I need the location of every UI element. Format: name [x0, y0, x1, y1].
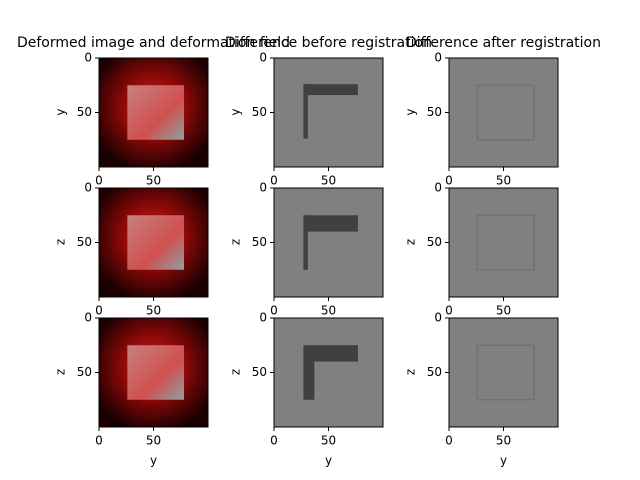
image-region: [449, 58, 558, 167]
image-region: [127, 345, 185, 400]
image-region: [449, 188, 558, 297]
y-axis-label: z: [404, 369, 418, 375]
image-region: [303, 84, 308, 139]
image-region: [303, 84, 358, 96]
x-axis-label: y: [500, 454, 507, 468]
x-axis-label: y: [325, 454, 332, 468]
x-tick-label: 0: [270, 434, 278, 448]
image-edge: [476, 344, 535, 401]
x-tick-label: 50: [496, 304, 511, 318]
axes-title: Deformed image and deformation field: [17, 35, 290, 51]
x-tick-label: 50: [146, 434, 161, 448]
image-edge: [476, 214, 535, 271]
y-tick-label: 0: [259, 311, 267, 325]
y-axis-label: z: [404, 239, 418, 245]
image-region: [303, 345, 315, 400]
x-tick-label: 0: [445, 304, 453, 318]
y-axis-label: z: [229, 239, 243, 245]
x-tick-label: 50: [321, 304, 336, 318]
x-tick-label: 50: [146, 174, 161, 188]
y-tick-label: 50: [252, 105, 267, 119]
x-axis-label: y: [150, 454, 157, 468]
y-tick-label: 0: [84, 181, 92, 195]
axes-title: Difference after registration: [406, 35, 601, 51]
y-tick-label: 0: [434, 51, 442, 65]
image-region: [274, 188, 383, 297]
image-region: [274, 318, 383, 427]
image-region: [449, 318, 558, 427]
y-tick-label: 0: [84, 51, 92, 65]
x-tick-label: 0: [445, 174, 453, 188]
y-tick-label: 50: [77, 105, 92, 119]
y-tick-label: 50: [427, 365, 442, 379]
x-tick-label: 0: [270, 174, 278, 188]
x-tick-label: 50: [321, 174, 336, 188]
x-tick-label: 0: [95, 304, 103, 318]
x-tick-label: 0: [445, 434, 453, 448]
y-tick-label: 0: [84, 311, 92, 325]
y-tick-label: 50: [252, 235, 267, 249]
y-axis-label: y: [54, 108, 68, 115]
y-tick-label: 50: [252, 365, 267, 379]
image-region: [127, 85, 185, 140]
y-axis-label: y: [229, 108, 243, 115]
y-tick-label: 0: [434, 181, 442, 195]
x-tick-label: 50: [496, 434, 511, 448]
x-tick-label: 0: [95, 434, 103, 448]
image-region: [303, 215, 358, 232]
x-tick-label: 50: [496, 174, 511, 188]
image-region: [303, 215, 308, 270]
y-tick-label: 50: [427, 105, 442, 119]
image-region: [127, 215, 185, 270]
y-tick-label: 50: [77, 235, 92, 249]
y-tick-label: 0: [434, 311, 442, 325]
y-tick-label: 0: [259, 181, 267, 195]
y-axis-label: y: [404, 108, 418, 115]
x-tick-label: 50: [321, 434, 336, 448]
axes-title: Difference before registration: [225, 35, 432, 51]
y-axis-label: z: [54, 369, 68, 375]
image-region: [303, 345, 358, 362]
image-edge: [476, 84, 535, 141]
y-tick-label: 50: [77, 365, 92, 379]
image-region: [274, 58, 383, 167]
y-axis-label: z: [54, 239, 68, 245]
x-tick-label: 50: [146, 304, 161, 318]
x-tick-label: 0: [95, 174, 103, 188]
y-tick-label: 50: [427, 235, 442, 249]
x-tick-label: 0: [270, 304, 278, 318]
y-axis-label: z: [229, 369, 243, 375]
y-tick-label: 0: [259, 51, 267, 65]
